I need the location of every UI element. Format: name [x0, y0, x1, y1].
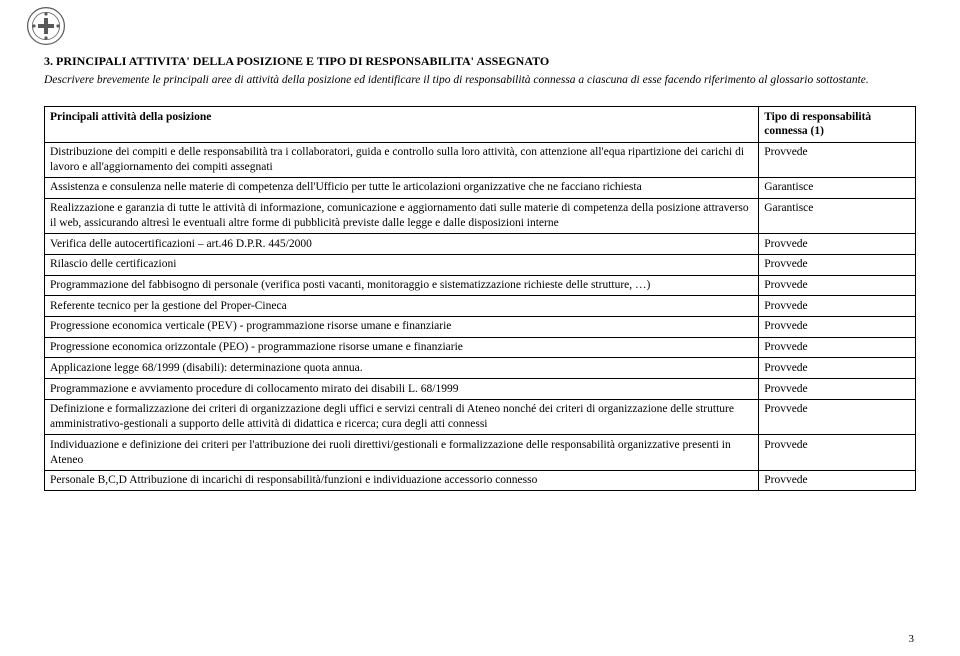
resp-cell: Provvede [759, 470, 916, 491]
activity-cell: Distribuzione dei compiti e delle respon… [45, 142, 759, 177]
section-title: 3. PRINCIPALI ATTIVITA' DELLA POSIZIONE … [44, 54, 916, 69]
resp-cell: Garantisce [759, 177, 916, 198]
resp-cell: Garantisce [759, 198, 916, 233]
header-activity: Principali attività della posizione [45, 107, 759, 142]
table-row: Programmazione e avviamento procedure di… [45, 379, 916, 400]
activity-cell: Rilascio delle certificazioni [45, 254, 759, 275]
table-row: Referente tecnico per la gestione del Pr… [45, 296, 916, 317]
table-row: Individuazione e definizione dei criteri… [45, 435, 916, 470]
activity-cell: Realizzazione e garanzia di tutte le att… [45, 198, 759, 233]
resp-cell: Provvede [759, 435, 916, 470]
header-resp: Tipo di responsabilità connessa (1) [759, 107, 916, 142]
table-row: Definizione e formalizzazione dei criter… [45, 399, 916, 434]
intro-text: Descrivere brevemente le principali aree… [44, 73, 916, 88]
table-row: Applicazione legge 68/1999 (disabili): d… [45, 358, 916, 379]
activity-cell: Referente tecnico per la gestione del Pr… [45, 296, 759, 317]
activity-cell: Assistenza e consulenza nelle materie di… [45, 177, 759, 198]
page-number: 3 [909, 632, 915, 646]
resp-cell: Provvede [759, 399, 916, 434]
resp-cell: Provvede [759, 337, 916, 358]
resp-cell: Provvede [759, 234, 916, 255]
resp-cell: Provvede [759, 142, 916, 177]
activity-cell: Verifica delle autocertificazioni – art.… [45, 234, 759, 255]
seal-logo [26, 6, 66, 46]
table-row: Progressione economica orizzontale (PEO)… [45, 337, 916, 358]
activity-cell: Individuazione e definizione dei criteri… [45, 435, 759, 470]
table-row: Progressione economica verticale (PEV) -… [45, 316, 916, 337]
table-row: Personale B,C,D Attribuzione di incarich… [45, 470, 916, 491]
table-row: Realizzazione e garanzia di tutte le att… [45, 198, 916, 233]
activity-cell: Progressione economica orizzontale (PEO)… [45, 337, 759, 358]
table-row: Assistenza e consulenza nelle materie di… [45, 177, 916, 198]
table-header-row: Principali attività della posizione Tipo… [45, 107, 916, 142]
table-row: Verifica delle autocertificazioni – art.… [45, 234, 916, 255]
table-row: Distribuzione dei compiti e delle respon… [45, 142, 916, 177]
activity-cell: Progressione economica verticale (PEV) -… [45, 316, 759, 337]
activity-cell: Programmazione e avviamento procedure di… [45, 379, 759, 400]
table-row: Rilascio delle certificazioniProvvede [45, 254, 916, 275]
activity-cell: Programmazione del fabbisogno di persona… [45, 275, 759, 296]
activities-table: Principali attività della posizione Tipo… [44, 106, 916, 491]
activity-cell: Applicazione legge 68/1999 (disabili): d… [45, 358, 759, 379]
resp-cell: Provvede [759, 316, 916, 337]
activity-cell: Definizione e formalizzazione dei criter… [45, 399, 759, 434]
resp-cell: Provvede [759, 275, 916, 296]
activity-cell: Personale B,C,D Attribuzione di incarich… [45, 470, 759, 491]
resp-cell: Provvede [759, 358, 916, 379]
table-row: Programmazione del fabbisogno di persona… [45, 275, 916, 296]
resp-cell: Provvede [759, 379, 916, 400]
resp-cell: Provvede [759, 296, 916, 317]
resp-cell: Provvede [759, 254, 916, 275]
